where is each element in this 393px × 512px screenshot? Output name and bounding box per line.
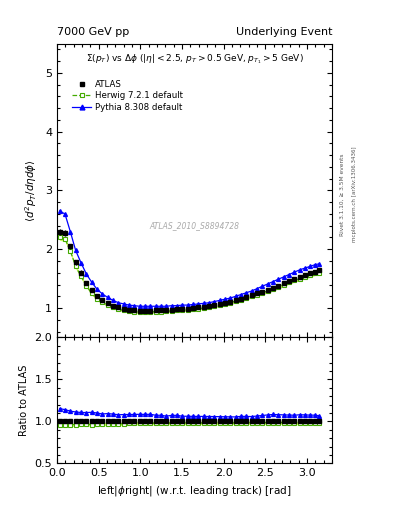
Text: Underlying Event: Underlying Event: [235, 27, 332, 37]
Y-axis label: Ratio to ATLAS: Ratio to ATLAS: [19, 365, 29, 436]
Text: Rivet 3.1.10, ≥ 3.5M events: Rivet 3.1.10, ≥ 3.5M events: [340, 153, 345, 236]
Text: mcplots.cern.ch [arXiv:1306.3436]: mcplots.cern.ch [arXiv:1306.3436]: [352, 147, 357, 242]
Legend: ATLAS, Herwig 7.2.1 default, Pythia 8.308 default: ATLAS, Herwig 7.2.1 default, Pythia 8.30…: [69, 76, 186, 115]
X-axis label: left$|\phi$right$|$ (w.r.t. leading track) [rad]: left$|\phi$right$|$ (w.r.t. leading trac…: [97, 484, 292, 498]
Y-axis label: $\langle d^2 p_T / d\eta d\phi \rangle$: $\langle d^2 p_T / d\eta d\phi \rangle$: [24, 159, 39, 222]
Text: ATLAS_2010_S8894728: ATLAS_2010_S8894728: [149, 221, 240, 230]
Text: 7000 GeV pp: 7000 GeV pp: [57, 27, 129, 37]
Text: $\Sigma(p_T)$ vs $\Delta\phi$ ($|\eta| < 2.5$, $p_T > 0.5$ GeV, $p_{T_1} > 5$ Ge: $\Sigma(p_T)$ vs $\Delta\phi$ ($|\eta| <…: [86, 52, 303, 66]
